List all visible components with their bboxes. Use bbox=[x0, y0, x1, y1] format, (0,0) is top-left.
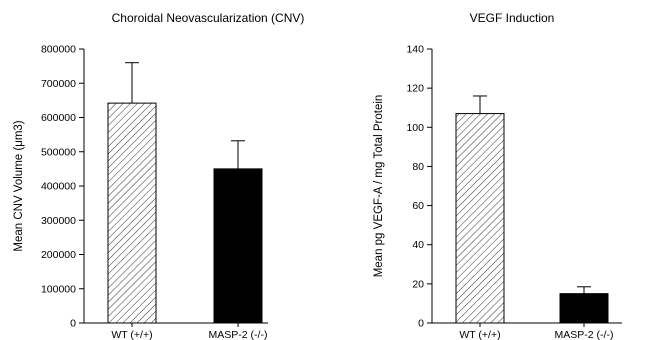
cnv-y-tick-label: 0 bbox=[70, 318, 76, 330]
cnv-chart-title: Choroidal Neovascularization (CNV) bbox=[112, 11, 305, 25]
cnv-category-label: MASP-2 (-/-) bbox=[209, 329, 268, 340]
cnv-chart: Choroidal Neovascularization (CNV) Mean … bbox=[13, 11, 304, 340]
cnv-y-tick-label: 500000 bbox=[41, 146, 76, 158]
vegf-bar-wt bbox=[455, 113, 505, 324]
vegf-category-label: WT (+/+) bbox=[459, 329, 500, 340]
vegf-y-axis-label: Mean pg VEGF-A / mg Total Protein bbox=[373, 95, 385, 278]
vegf-y-tick-label: 20 bbox=[412, 278, 424, 290]
cnv-y-tick-label: 400000 bbox=[41, 181, 76, 193]
vegf-y-tick-label: 0 bbox=[418, 318, 424, 330]
vegf-bar-masp2 bbox=[559, 293, 609, 324]
vegf-y-tick-label: 40 bbox=[412, 239, 424, 251]
vegf-y-tick-label: 140 bbox=[406, 44, 424, 56]
cnv-y-tick-label: 300000 bbox=[41, 215, 76, 227]
cnv-y-tick-label: 100000 bbox=[41, 283, 76, 295]
cnv-y-tick-label: 700000 bbox=[41, 78, 76, 90]
cnv-category-label: WT (+/+) bbox=[111, 329, 152, 340]
vegf-plot-area: 0 20 40 60 80 100 120 140 WT (+/+) MASP-2 (-/-) bbox=[406, 44, 622, 340]
vegf-category-label: MASP-2 (-/-) bbox=[555, 329, 614, 340]
cnv-plot-area: 0 100000 200000 300000 400000 500000 600000 700… bbox=[41, 44, 268, 340]
cnv-y-tick-label: 600000 bbox=[41, 112, 76, 124]
vegf-chart: VEGF Induction Mean pg VEGF-A / mg Total… bbox=[373, 11, 622, 340]
cnv-y-tick-label: 800000 bbox=[41, 44, 76, 56]
vegf-chart-title: VEGF Induction bbox=[470, 11, 555, 25]
vegf-y-tick-label: 60 bbox=[412, 200, 424, 212]
cnv-y-tick-label: 200000 bbox=[41, 249, 76, 261]
vegf-y-tick-label: 80 bbox=[412, 161, 424, 173]
vegf-y-tick-label: 120 bbox=[406, 83, 424, 95]
cnv-bar-wt bbox=[107, 102, 157, 324]
vegf-y-tick-label: 100 bbox=[406, 122, 424, 134]
cnv-y-axis-label: Mean CNV Volume (μm3) bbox=[13, 120, 25, 251]
cnv-bar-masp2 bbox=[213, 168, 263, 324]
